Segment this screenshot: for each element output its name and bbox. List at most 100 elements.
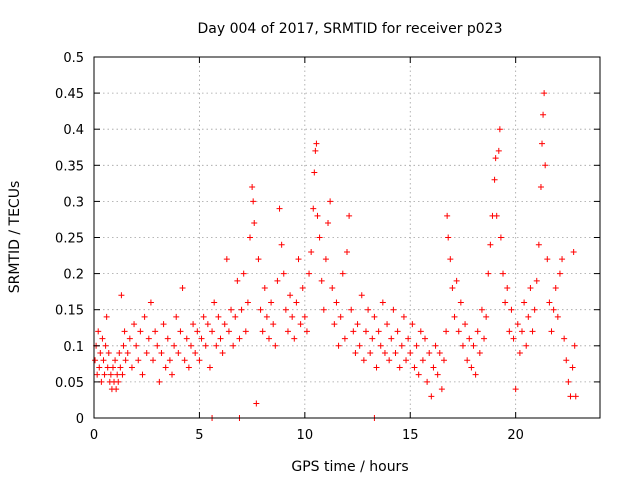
data-point bbox=[272, 342, 279, 349]
x-tick-label: 15 bbox=[402, 428, 419, 443]
data-point bbox=[143, 350, 150, 357]
y-tick-label: 0.4 bbox=[63, 123, 84, 138]
data-point bbox=[204, 321, 211, 328]
data-point bbox=[211, 299, 218, 306]
data-point bbox=[415, 371, 422, 378]
data-point bbox=[137, 328, 144, 335]
data-point bbox=[417, 328, 424, 335]
data-point bbox=[126, 335, 133, 342]
data-point bbox=[221, 321, 228, 328]
data-point bbox=[426, 350, 433, 357]
y-tick-label: 0.05 bbox=[55, 376, 84, 391]
data-point bbox=[287, 292, 294, 299]
data-point bbox=[297, 321, 304, 328]
data-point bbox=[508, 306, 515, 313]
data-point bbox=[206, 364, 213, 371]
data-point bbox=[95, 328, 102, 335]
data-point bbox=[274, 277, 281, 284]
data-point bbox=[101, 371, 108, 378]
data-point bbox=[371, 313, 378, 320]
data-point bbox=[263, 313, 270, 320]
data-point bbox=[213, 342, 220, 349]
data-point bbox=[181, 357, 188, 364]
data-point bbox=[533, 277, 540, 284]
data-point bbox=[447, 256, 454, 263]
data-point bbox=[379, 299, 386, 306]
data-point bbox=[314, 212, 321, 219]
data-point bbox=[320, 306, 327, 313]
data-point bbox=[537, 183, 544, 190]
data-point bbox=[540, 111, 547, 118]
data-point bbox=[346, 212, 353, 219]
data-point bbox=[289, 313, 296, 320]
data-point bbox=[162, 364, 169, 371]
data-point bbox=[367, 350, 374, 357]
data-point bbox=[362, 328, 369, 335]
data-point bbox=[500, 270, 507, 277]
data-point bbox=[504, 285, 511, 292]
data-point bbox=[94, 371, 101, 378]
data-point bbox=[567, 393, 574, 400]
data-point bbox=[311, 169, 318, 176]
data-point bbox=[217, 335, 224, 342]
data-point bbox=[523, 342, 530, 349]
data-point bbox=[478, 306, 485, 313]
data-point bbox=[135, 357, 142, 364]
data-point bbox=[407, 350, 414, 357]
data-point bbox=[194, 328, 201, 335]
data-point bbox=[240, 270, 247, 277]
data-point bbox=[344, 248, 350, 255]
y-tick-label: 0.5 bbox=[63, 51, 84, 66]
data-point bbox=[350, 328, 357, 335]
data-point bbox=[250, 198, 257, 205]
data-point bbox=[192, 350, 199, 357]
data-point bbox=[96, 364, 103, 371]
data-point bbox=[436, 350, 443, 357]
data-point bbox=[563, 357, 570, 364]
data-point bbox=[556, 270, 563, 277]
data-point bbox=[219, 350, 226, 357]
data-point bbox=[453, 277, 460, 284]
data-point bbox=[400, 313, 407, 320]
data-point bbox=[175, 350, 182, 357]
data-point bbox=[150, 357, 157, 364]
data-point bbox=[310, 205, 317, 212]
data-point bbox=[318, 277, 325, 284]
data-point bbox=[550, 306, 557, 313]
data-point bbox=[535, 241, 542, 248]
data-point bbox=[518, 328, 525, 335]
data-point bbox=[384, 321, 391, 328]
y-tick-label: 0.35 bbox=[55, 159, 84, 174]
x-tick-label: 20 bbox=[507, 428, 524, 443]
data-point bbox=[381, 350, 388, 357]
data-point bbox=[377, 342, 384, 349]
data-point bbox=[295, 256, 302, 263]
data-point bbox=[247, 234, 254, 241]
data-point bbox=[284, 328, 291, 335]
grid-lines bbox=[94, 57, 600, 418]
data-point bbox=[337, 313, 344, 320]
data-point bbox=[525, 313, 532, 320]
data-point bbox=[291, 335, 298, 342]
data-point bbox=[160, 321, 167, 328]
data-point bbox=[354, 321, 361, 328]
data-point bbox=[164, 335, 171, 342]
data-point bbox=[491, 176, 498, 183]
data-point bbox=[276, 205, 283, 212]
data-point bbox=[171, 342, 178, 349]
data-point bbox=[422, 335, 429, 342]
data-point bbox=[554, 313, 561, 320]
x-axis-label: GPS time / hours bbox=[291, 459, 408, 475]
data-point bbox=[179, 285, 186, 292]
data-point bbox=[313, 140, 320, 147]
data-point bbox=[510, 335, 517, 342]
data-point bbox=[497, 234, 504, 241]
data-point bbox=[561, 335, 568, 342]
data-point bbox=[327, 198, 334, 205]
data-point bbox=[476, 350, 483, 357]
data-point bbox=[158, 350, 165, 357]
data-point bbox=[270, 321, 277, 328]
data-point bbox=[546, 299, 553, 306]
data-point bbox=[152, 328, 159, 335]
data-point bbox=[369, 335, 376, 342]
